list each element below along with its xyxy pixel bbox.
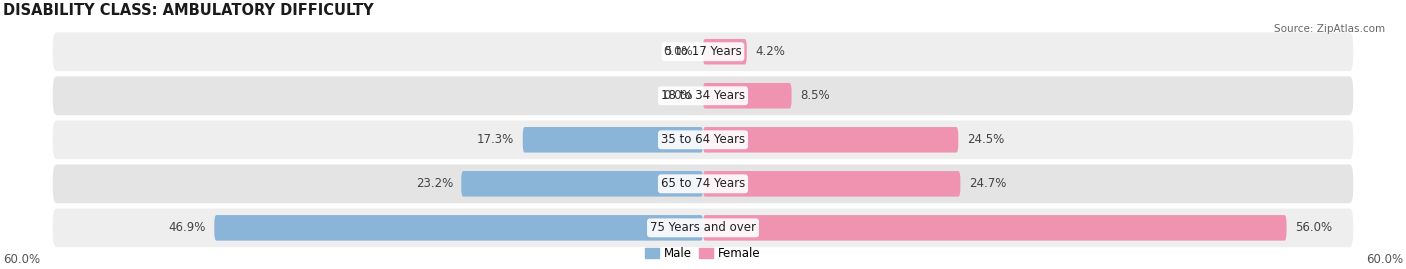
Text: 18 to 34 Years: 18 to 34 Years <box>661 89 745 102</box>
FancyBboxPatch shape <box>523 127 703 153</box>
Text: 60.0%: 60.0% <box>3 253 39 266</box>
Text: 4.2%: 4.2% <box>755 45 785 58</box>
Text: 24.7%: 24.7% <box>969 177 1007 190</box>
FancyBboxPatch shape <box>53 164 1353 203</box>
Text: 24.5%: 24.5% <box>967 133 1004 146</box>
FancyBboxPatch shape <box>703 215 1286 240</box>
Text: 46.9%: 46.9% <box>169 221 205 234</box>
Text: 8.5%: 8.5% <box>800 89 830 102</box>
Text: 0.0%: 0.0% <box>664 45 693 58</box>
Text: DISABILITY CLASS: AMBULATORY DIFFICULTY: DISABILITY CLASS: AMBULATORY DIFFICULTY <box>3 3 374 18</box>
Text: 35 to 64 Years: 35 to 64 Years <box>661 133 745 146</box>
FancyBboxPatch shape <box>703 39 747 65</box>
FancyBboxPatch shape <box>214 215 703 240</box>
FancyBboxPatch shape <box>461 171 703 197</box>
Text: 60.0%: 60.0% <box>1367 253 1403 266</box>
Text: 65 to 74 Years: 65 to 74 Years <box>661 177 745 190</box>
FancyBboxPatch shape <box>703 83 792 108</box>
FancyBboxPatch shape <box>703 171 960 197</box>
FancyBboxPatch shape <box>53 76 1353 115</box>
FancyBboxPatch shape <box>53 121 1353 159</box>
Text: 17.3%: 17.3% <box>477 133 515 146</box>
Legend: Male, Female: Male, Female <box>641 242 765 264</box>
Text: 56.0%: 56.0% <box>1295 221 1331 234</box>
FancyBboxPatch shape <box>53 32 1353 71</box>
Text: 23.2%: 23.2% <box>416 177 453 190</box>
Text: Source: ZipAtlas.com: Source: ZipAtlas.com <box>1274 24 1385 34</box>
FancyBboxPatch shape <box>703 127 959 153</box>
Text: 0.0%: 0.0% <box>664 89 693 102</box>
Text: 75 Years and over: 75 Years and over <box>650 221 756 234</box>
FancyBboxPatch shape <box>53 208 1353 247</box>
Text: 5 to 17 Years: 5 to 17 Years <box>665 45 741 58</box>
